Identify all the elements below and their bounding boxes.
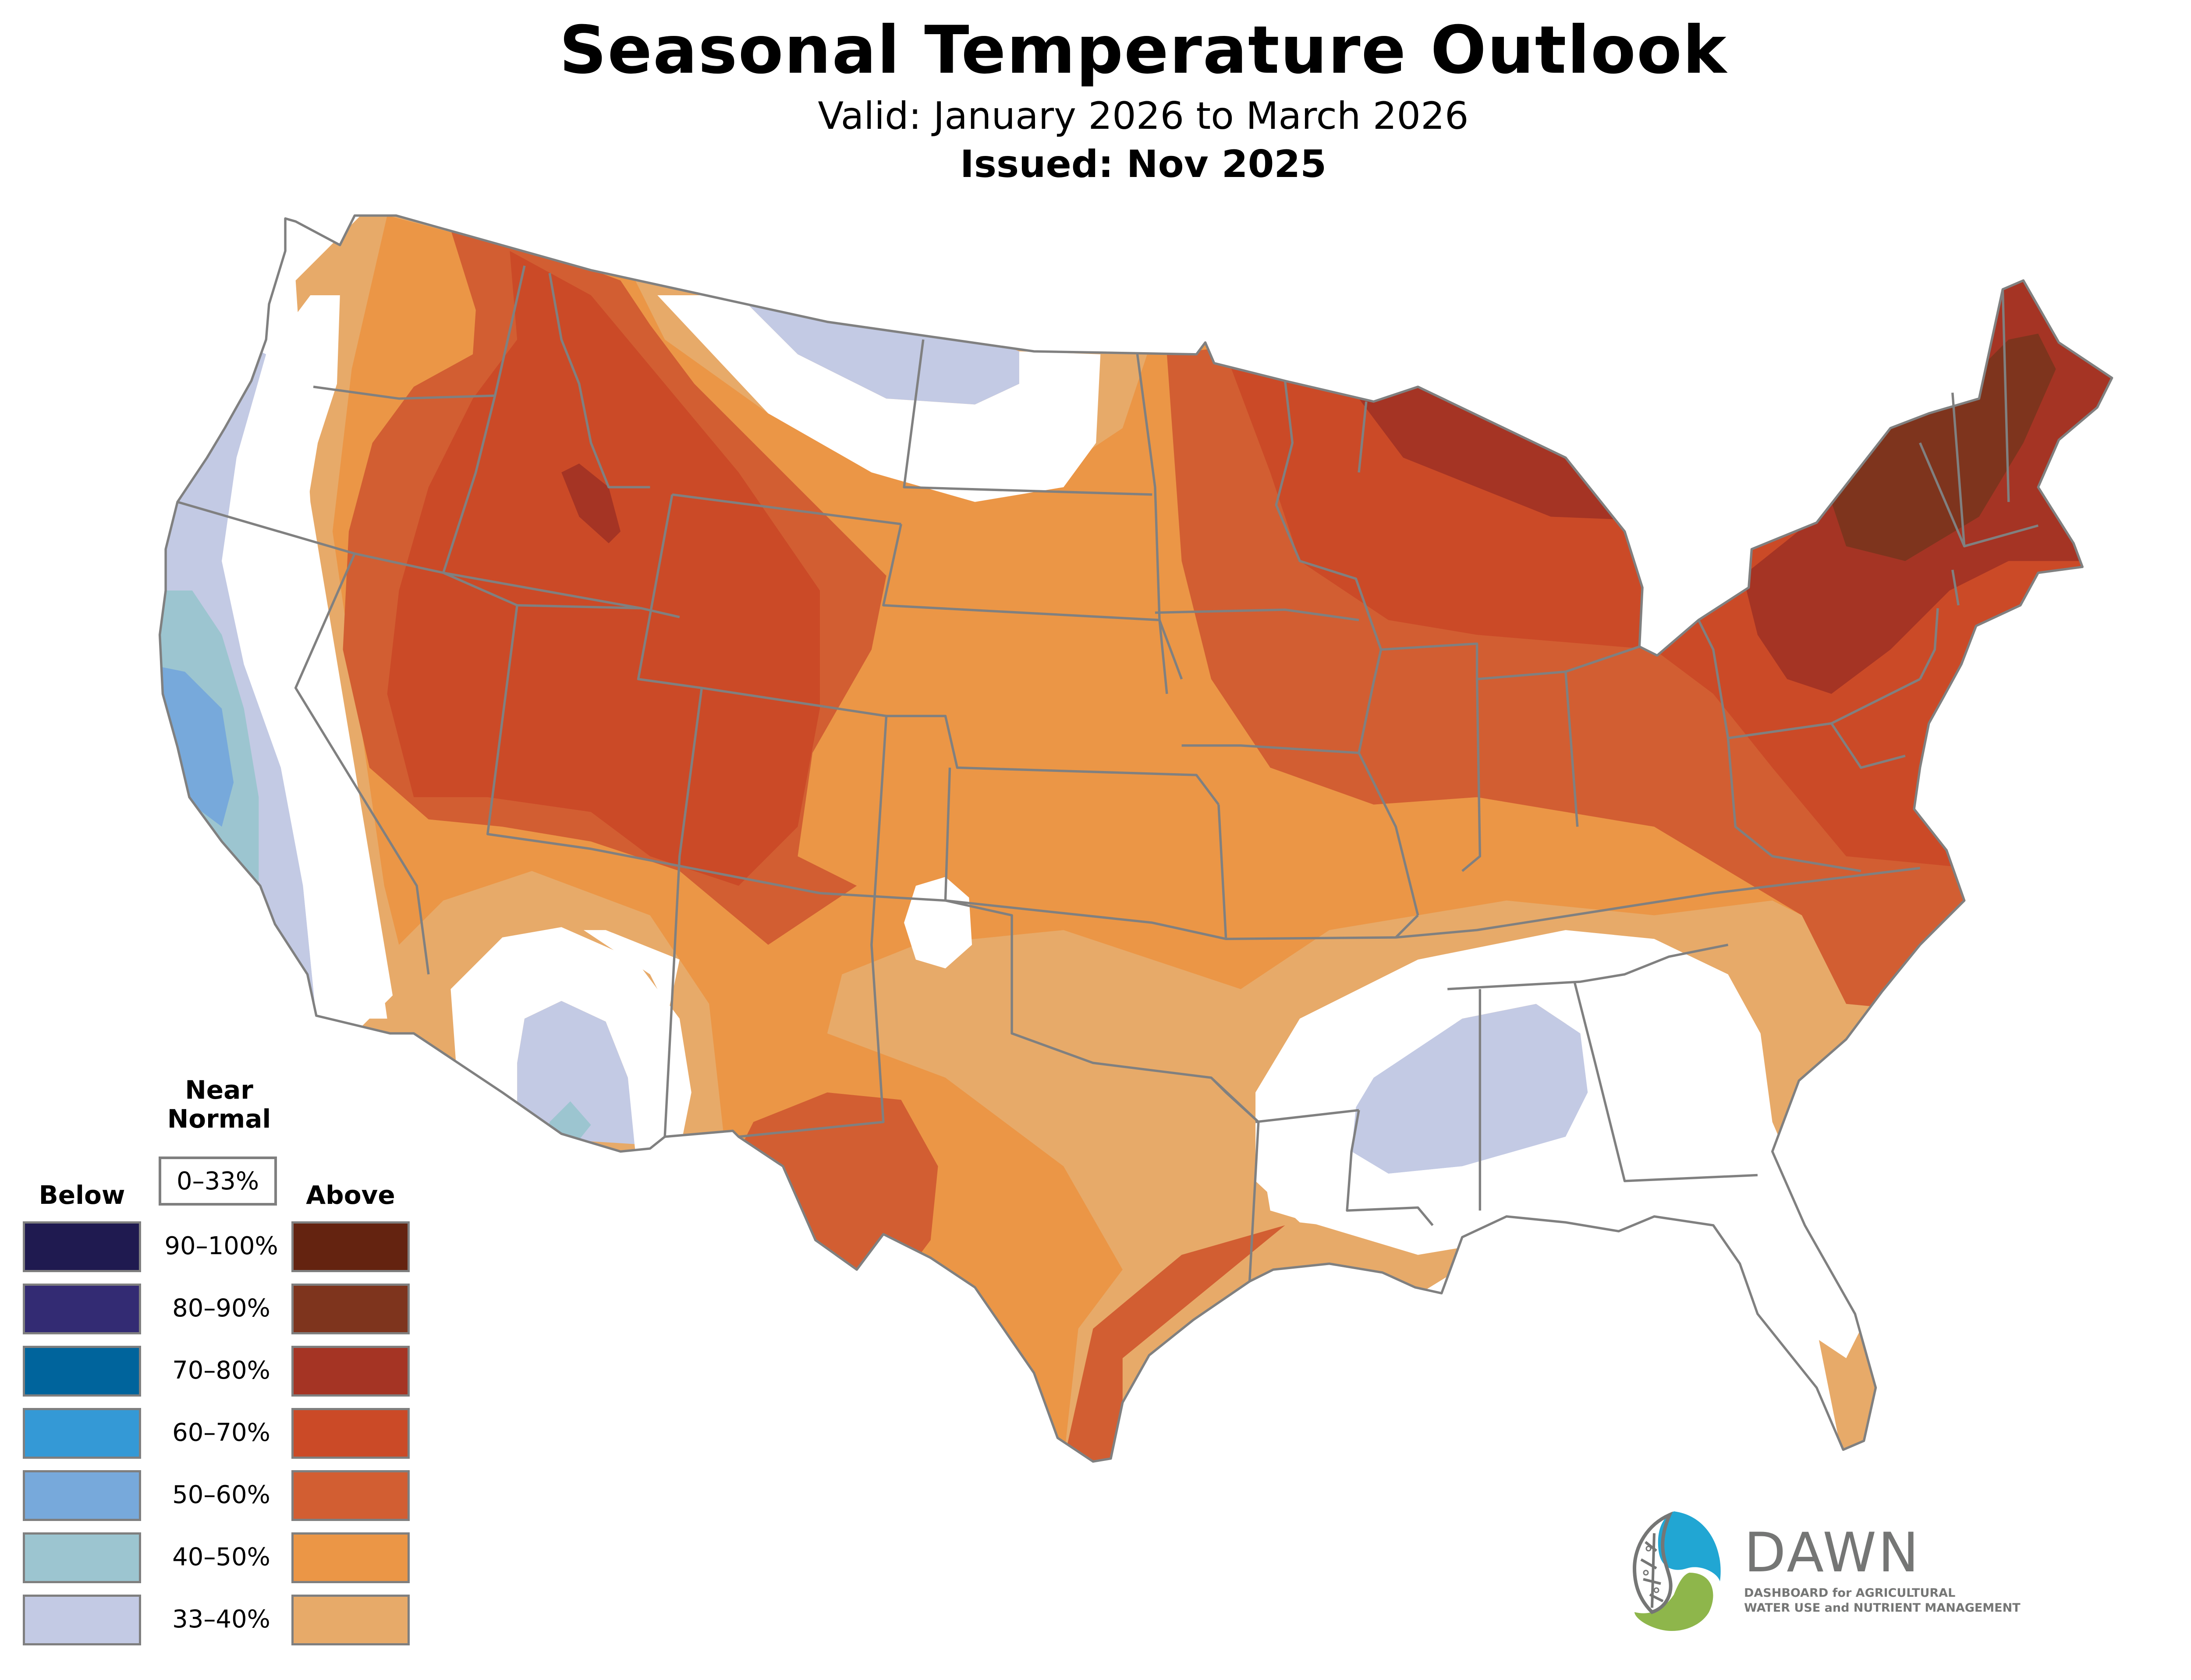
legend-below-swatch bbox=[23, 1595, 141, 1645]
near-normal-line2: Normal bbox=[167, 1104, 271, 1134]
legend-range-label: 40–50% bbox=[172, 1543, 270, 1571]
below-50-60-region bbox=[160, 664, 234, 827]
issued-date: Issued: Nov 2025 bbox=[960, 142, 1327, 186]
map-title: Seasonal Temperature Outlook bbox=[559, 12, 1727, 88]
below-header: Below bbox=[39, 1180, 125, 1210]
near-normal-region bbox=[450, 927, 691, 1152]
near-normal-header: Near Normal bbox=[149, 1075, 289, 1133]
legend-range-label: 60–70% bbox=[172, 1418, 270, 1447]
legend-below-swatch bbox=[23, 1346, 141, 1397]
above-70-80-region bbox=[561, 463, 621, 544]
dawn-logo-name: DAWN bbox=[1744, 1521, 1921, 1585]
legend-below-swatch bbox=[23, 1284, 141, 1334]
legend-above-swatch bbox=[291, 1532, 410, 1583]
state-borders bbox=[158, 214, 2113, 1463]
legend-above-swatch bbox=[291, 1408, 410, 1459]
dawn-tagline-line1: DASHBOARD for AGRICULTURAL bbox=[1744, 1586, 1956, 1600]
dawn-logo bbox=[1632, 1511, 1721, 1631]
near-normal-region bbox=[222, 295, 387, 1019]
above-50-60-region bbox=[738, 1092, 938, 1299]
near-normal-swatch: 0–33% bbox=[159, 1157, 277, 1206]
dawn-logo-tagline: DASHBOARD for AGRICULTURAL WATER USE and… bbox=[1744, 1586, 2021, 1616]
legend-above-swatch bbox=[291, 1284, 410, 1334]
dawn-tagline-line2: WATER USE and NUTRIENT MANAGEMENT bbox=[1744, 1601, 2021, 1615]
above-header: Above bbox=[306, 1180, 395, 1210]
us-outline bbox=[158, 214, 2113, 1463]
legend-range-label: 50–60% bbox=[172, 1481, 270, 1509]
dawn-logo-mark bbox=[1632, 1511, 1721, 1631]
legend-below-swatch bbox=[23, 1221, 141, 1272]
below-33-40-region bbox=[1351, 1004, 1588, 1174]
legend-range-label: 90–100% bbox=[164, 1232, 278, 1260]
above-80-90-region bbox=[1831, 333, 2056, 561]
legend-above-swatch bbox=[291, 1346, 410, 1397]
legend-above-swatch bbox=[291, 1221, 410, 1272]
above-70-80-region bbox=[1359, 369, 1625, 520]
near-normal-region bbox=[1255, 930, 1861, 1358]
legend-range-label: 80–90% bbox=[172, 1294, 270, 1323]
near-normal-line1: Near bbox=[185, 1075, 253, 1105]
legend-range-label: 33–40% bbox=[172, 1605, 270, 1634]
below-33-40-region bbox=[738, 295, 1019, 405]
near-normal-region bbox=[657, 295, 1101, 502]
legend-above-swatch bbox=[291, 1470, 410, 1521]
above-50-60-region bbox=[1064, 1225, 1285, 1462]
near-normal-range: 0–33% bbox=[176, 1167, 259, 1195]
legend-below-swatch bbox=[23, 1532, 141, 1583]
legend-below-swatch bbox=[23, 1408, 141, 1459]
legend-above-swatch bbox=[291, 1595, 410, 1645]
below-33-40-region bbox=[517, 1001, 635, 1144]
legend-below-swatch bbox=[23, 1470, 141, 1521]
above-60-70-region bbox=[387, 251, 820, 886]
legend-range-label: 70–80% bbox=[172, 1356, 270, 1385]
valid-period: Valid: January 2026 to March 2026 bbox=[818, 94, 1469, 138]
